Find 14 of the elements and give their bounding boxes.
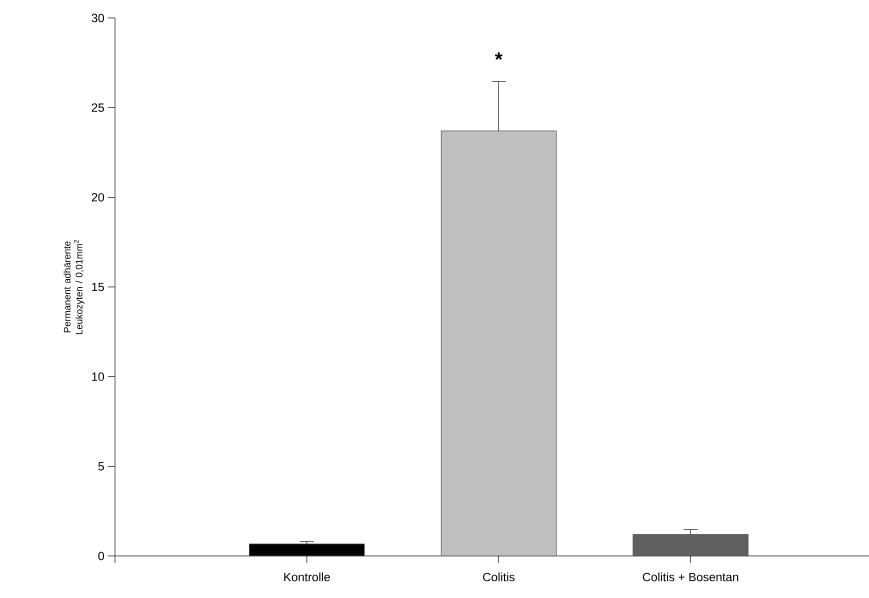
y-tick-label: 20: [92, 193, 104, 202]
y-tick-label: 0: [98, 552, 104, 560]
x-tick-label: Colitis: [483, 572, 515, 582]
y-tick-label: 30: [92, 14, 104, 22]
y-tick-label: 25: [92, 103, 104, 112]
annotation: *: [494, 52, 503, 60]
y-tick-label: 15: [92, 282, 104, 292]
y-axis-title: Permanent adhärente Leukozyten / 0,01mm$^{2}$: [64, 240, 84, 334]
y-tick-label: 10: [92, 372, 104, 381]
y-tick-label: 5: [98, 462, 104, 470]
x-tick-label: Kontrolle: [284, 572, 330, 582]
bar: [440, 130, 557, 556]
x-tick-label: Colitis + Bosentan: [642, 572, 738, 582]
bar: [632, 534, 748, 556]
